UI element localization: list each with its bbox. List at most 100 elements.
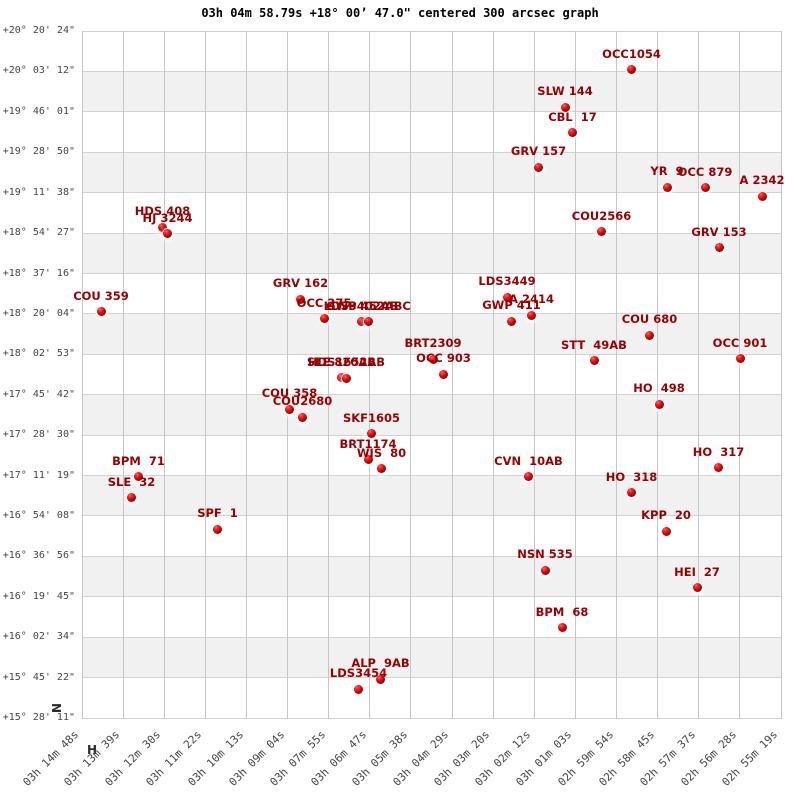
plot-band [82, 273, 781, 314]
y-axis-tick-label: +15° 28' 11" [2, 712, 75, 723]
east-direction-label: H [87, 743, 98, 757]
data-point [356, 317, 366, 326]
horizontal-gridline [82, 30, 781, 32]
data-point [507, 316, 516, 326]
data-point [540, 565, 550, 575]
data-point-label: GRV 153 [691, 224, 747, 239]
vertical-gridline [698, 31, 700, 719]
vertical-gridline [533, 31, 535, 719]
data-point [213, 524, 222, 534]
plot-band [82, 677, 781, 718]
data-point-label: LDS3449 [478, 274, 536, 289]
data-point [661, 526, 671, 536]
data-point [342, 373, 351, 383]
data-point [560, 102, 570, 112]
data-point-label: HO 317 [692, 444, 745, 459]
data-point-label: ALP 9AB [351, 656, 410, 671]
vertical-gridline [369, 31, 371, 719]
data-point-label: COU 359 [73, 288, 129, 303]
data-point-label: SLE 32 [107, 474, 156, 489]
data-point-label: BPM 71 [112, 453, 165, 468]
data-point [367, 429, 376, 438]
y-axis-tick-label: +16° 19' 45" [2, 590, 75, 602]
data-point-label: YR 9 [650, 164, 684, 179]
data-point [319, 314, 329, 323]
y-axis-tick-label: +17° 11' 19" [2, 469, 75, 481]
data-point-label: GWP 452ABC [326, 298, 411, 313]
data-point-label: SPF 1 [197, 506, 238, 521]
plot-band [82, 475, 781, 516]
plot-band [82, 435, 781, 476]
data-point [376, 674, 385, 684]
data-point-label: OCC 901 [712, 335, 768, 350]
horizontal-gridline [82, 555, 781, 557]
vertical-gridline [410, 31, 412, 719]
plot-band [82, 233, 781, 274]
horizontal-gridline [82, 70, 781, 72]
horizontal-gridline [82, 111, 781, 113]
data-point-label: LDS3454 [329, 666, 388, 681]
vertical-gridline [122, 31, 124, 719]
data-point [700, 183, 710, 192]
plot-band [82, 637, 781, 678]
vertical-gridline [163, 31, 165, 719]
data-point [654, 399, 664, 409]
data-point [296, 294, 305, 304]
data-point-label: A 2414 [509, 292, 554, 307]
horizontal-gridline [82, 677, 781, 679]
y-axis-tick-label: +19° 46' 01" [2, 105, 75, 117]
data-point [534, 162, 543, 172]
y-axis-tick-label: +20° 20' 24" [2, 25, 75, 36]
data-point-label: OCC1054 [602, 46, 661, 61]
data-point [524, 472, 533, 481]
data-point [377, 464, 386, 473]
vertical-gridline [780, 31, 782, 719]
data-point [134, 472, 143, 481]
data-point [337, 373, 346, 382]
data-point-label: HDS1652AB [307, 355, 386, 370]
data-point-label: COU 358 [261, 386, 318, 401]
data-point-label: HDS 408 [134, 204, 191, 219]
data-point-label: HJ 3244 [142, 210, 193, 225]
horizontal-gridline [82, 636, 781, 638]
vertical-gridline [739, 31, 741, 719]
data-point [568, 128, 577, 137]
horizontal-gridline [82, 313, 781, 315]
data-point [627, 488, 636, 497]
data-point [285, 404, 294, 414]
horizontal-gridline [82, 717, 781, 719]
data-point-label: HO 498 [633, 381, 685, 396]
data-point-label: HEI 27 [674, 564, 720, 579]
horizontal-gridline [82, 192, 781, 194]
plot-band [82, 394, 781, 436]
vertical-gridline [574, 31, 576, 719]
data-point [439, 369, 448, 379]
data-point [127, 493, 136, 502]
data-point-label: BPM 68 [535, 604, 589, 619]
data-point-label: GRV 157 [510, 144, 567, 159]
plot-band [82, 515, 781, 557]
data-point [428, 354, 438, 364]
data-point-label: GRV 162 [272, 276, 329, 291]
vertical-gridline [657, 31, 659, 719]
data-point-label: KPP 20 [641, 508, 691, 523]
y-axis-tick-label: +18° 37' 16" [2, 267, 75, 279]
data-point [627, 65, 636, 74]
vertical-gridline [246, 31, 247, 719]
horizontal-gridline [82, 434, 781, 436]
data-point-label: OCC 879 [677, 164, 733, 179]
data-point-label: GWP 411 [482, 298, 541, 313]
data-point-label: SLE 820AB [306, 354, 377, 369]
data-point-label: CVN 10AB [494, 453, 563, 468]
plot-band [82, 313, 781, 355]
horizontal-gridline [82, 353, 781, 355]
data-point-label: NSN 535 [517, 547, 573, 562]
data-point-label: LDS3402AB [323, 298, 399, 313]
data-point-label: COU2566 [571, 208, 632, 223]
plot-band [82, 192, 781, 233]
data-point [714, 243, 724, 252]
data-point [557, 623, 567, 632]
data-point-label: OCC 275 [296, 295, 352, 310]
y-axis-tick-label: +15° 45' 22" [2, 671, 75, 683]
